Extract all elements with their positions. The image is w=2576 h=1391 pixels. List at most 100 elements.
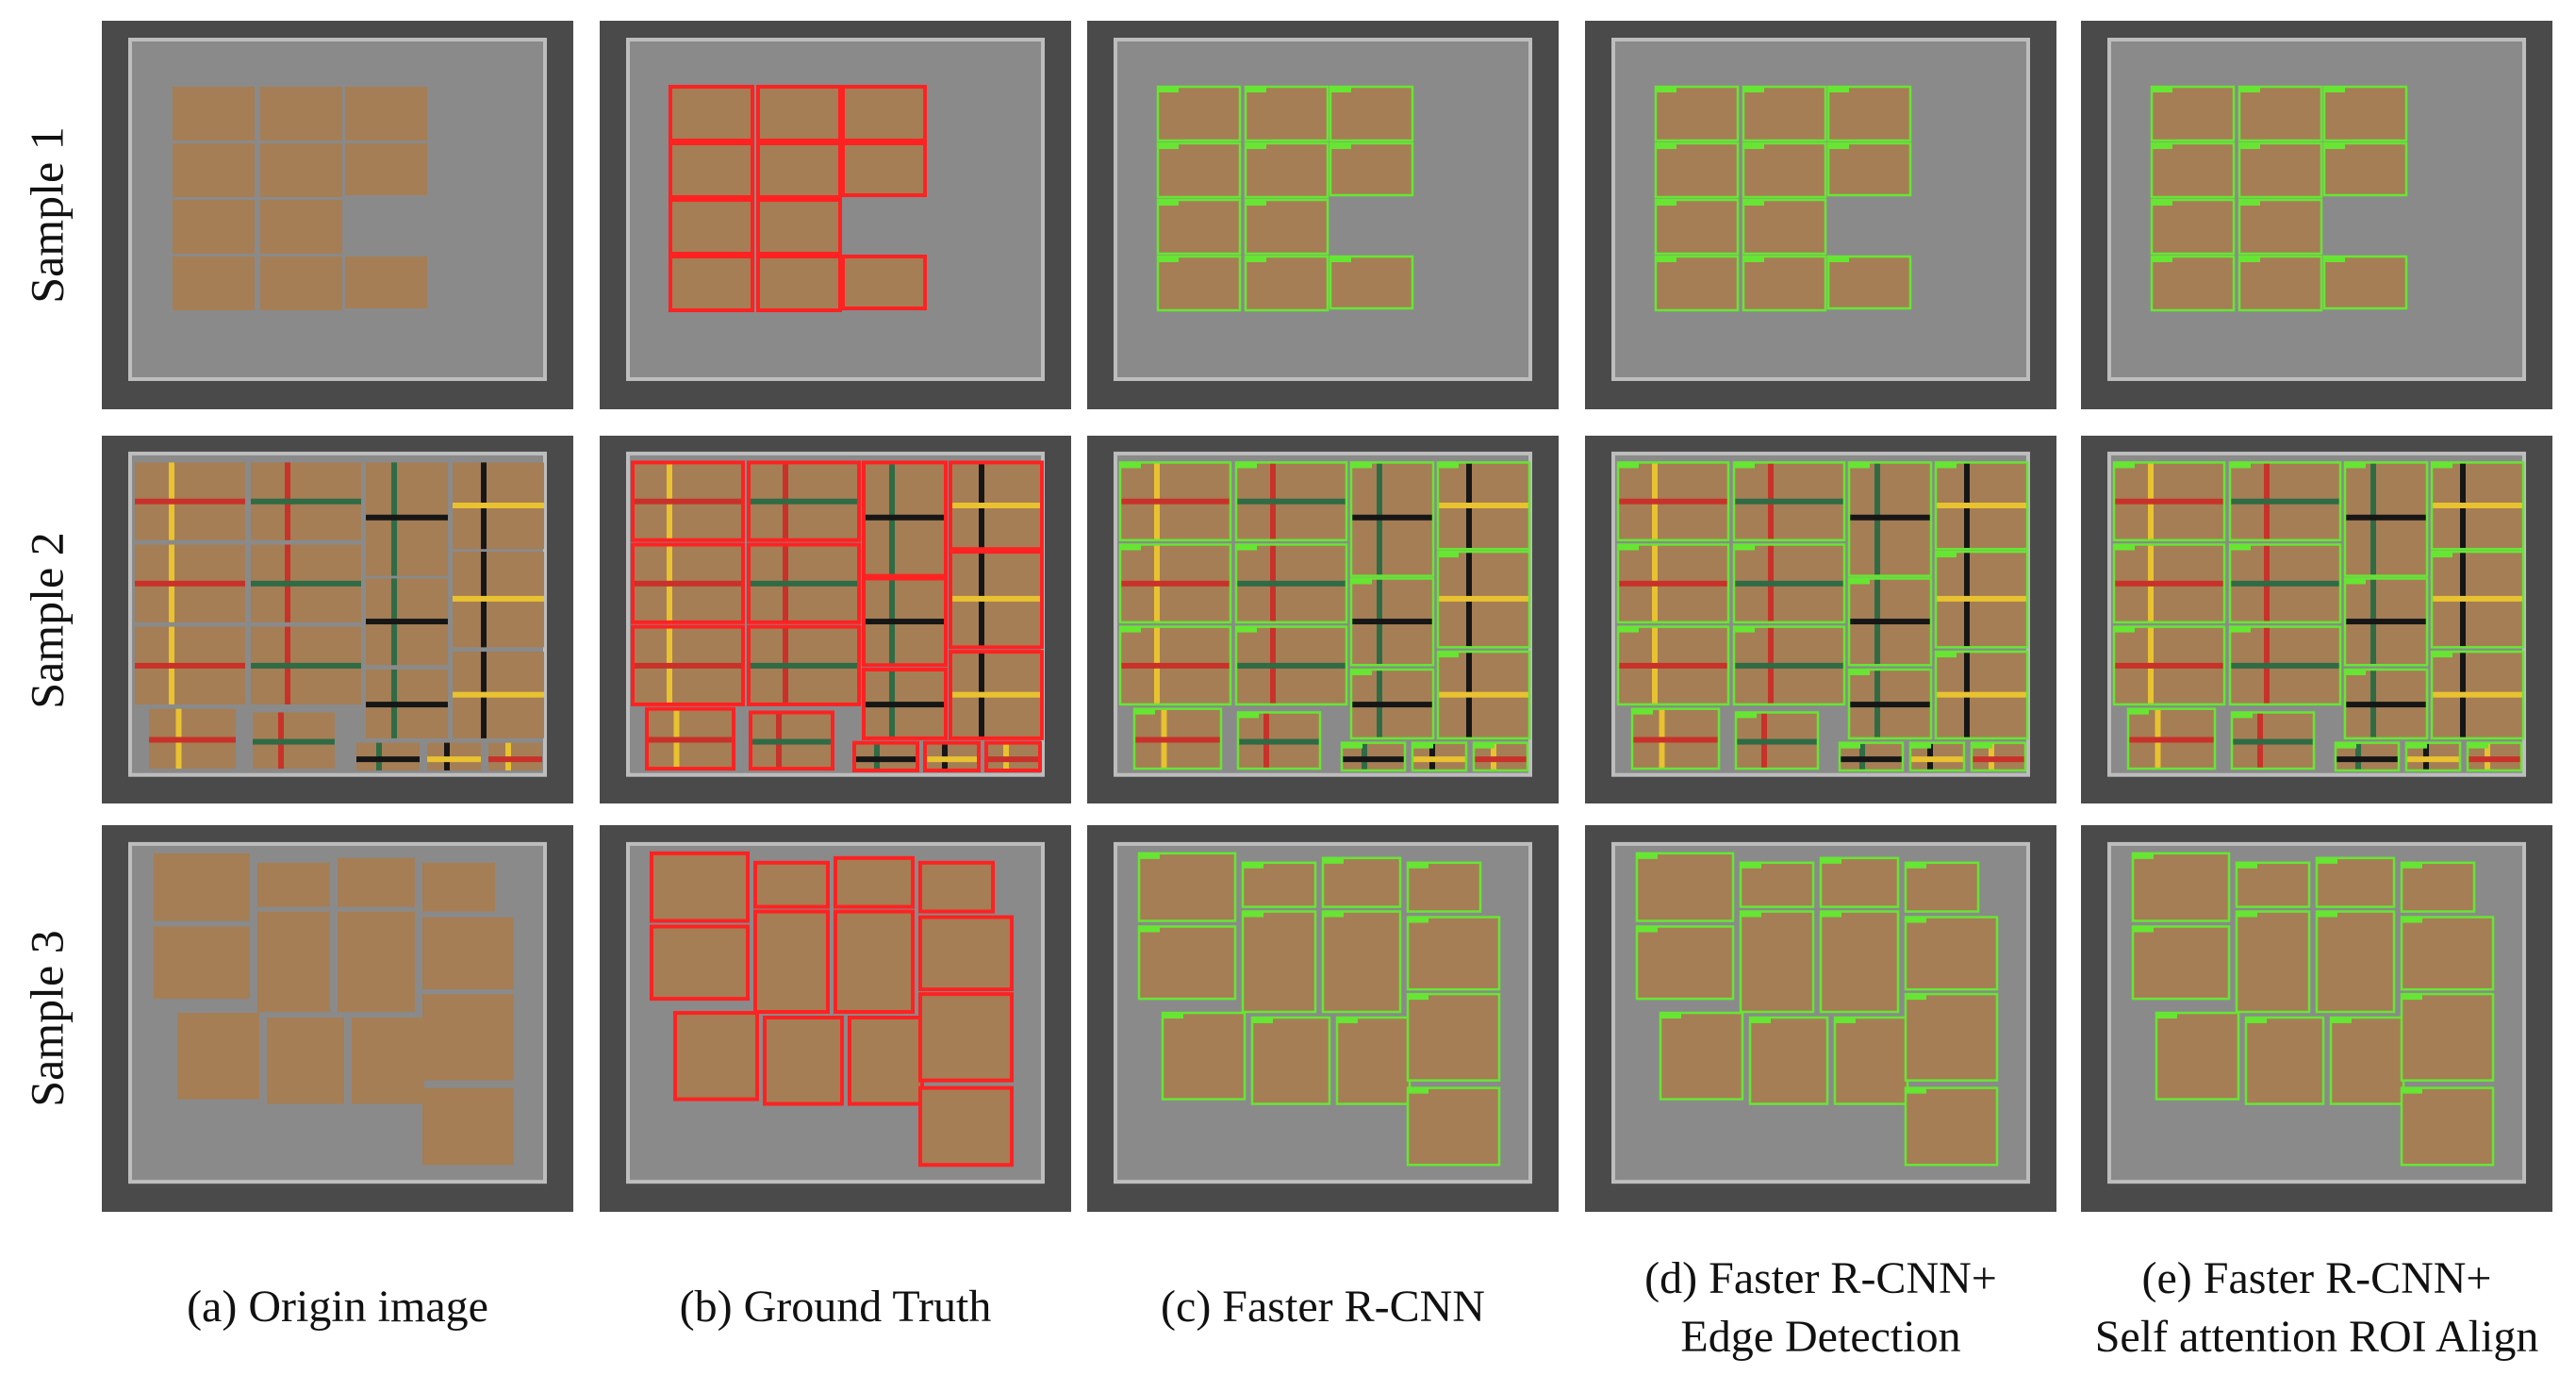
cardboard-box xyxy=(2152,257,2234,310)
cardboard-box xyxy=(366,670,448,738)
detection-score-tag xyxy=(2152,87,2172,92)
detection-score-tag xyxy=(1238,712,1259,719)
detection-box xyxy=(1826,85,1912,142)
cardboard-box xyxy=(1163,1013,1245,1100)
detection-box xyxy=(1118,461,1232,542)
detection-score-tag xyxy=(1656,143,1676,149)
detection-score-tag xyxy=(1236,462,1257,469)
detection-box xyxy=(1734,711,1820,770)
detection-score-tag xyxy=(2239,143,2260,149)
detection-score-tag xyxy=(1936,652,1957,658)
detection-box xyxy=(1635,925,1735,1001)
detection-score-tag xyxy=(1246,143,1266,149)
cardboard-box xyxy=(850,1018,922,1104)
detection-box xyxy=(2237,85,2323,142)
cardboard-box xyxy=(2232,712,2314,770)
cardboard-box xyxy=(253,712,335,770)
detection-box xyxy=(1847,577,1933,667)
detection-box xyxy=(1739,861,1815,908)
detection-score-tag xyxy=(1236,626,1257,633)
cardboard-box xyxy=(2239,257,2321,310)
cardboard-box xyxy=(920,862,993,912)
detection-score-tag xyxy=(1330,87,1351,92)
cardboard-box xyxy=(356,742,420,770)
detection-box xyxy=(1241,910,1317,1014)
detection-score-tag xyxy=(2239,200,2260,206)
detection-box xyxy=(1934,461,2029,551)
cardboard-box xyxy=(749,626,859,704)
cardboard-box xyxy=(749,544,859,622)
cardboard-box xyxy=(2128,708,2215,770)
cardboard-box xyxy=(135,626,245,704)
detection-box xyxy=(2237,198,2323,256)
row-label-sample-1: Sample 1 xyxy=(0,19,94,410)
cardboard-box xyxy=(1158,200,1240,254)
detection-box xyxy=(1732,543,1846,624)
detection-score-tag xyxy=(1660,1013,1681,1019)
detection-box xyxy=(1436,550,1531,649)
detection-box xyxy=(1132,707,1223,770)
detection-box xyxy=(1406,1086,1501,1167)
cardboard-box xyxy=(843,87,925,141)
ground-truth-box xyxy=(631,460,745,542)
detection-box xyxy=(1137,925,1237,1001)
ground-truth-box xyxy=(669,198,754,256)
cardboard-box xyxy=(1910,742,1964,770)
detection-score-tag xyxy=(2317,911,2337,918)
detection-box xyxy=(2112,543,2226,624)
detection-box xyxy=(2237,255,2323,312)
detection-score-tag xyxy=(1821,857,1841,864)
cardboard-box xyxy=(1618,544,1728,622)
detection-box xyxy=(1819,856,1900,908)
ground-truth-box xyxy=(650,851,750,923)
detection-score-tag xyxy=(1637,926,1658,933)
detection-score-tag xyxy=(2128,708,2149,715)
cardboard-box xyxy=(1236,544,1346,622)
cardboard-box xyxy=(1936,462,2027,550)
detection-score-tag xyxy=(1906,994,1926,1001)
cardboard-box xyxy=(338,911,415,1013)
caption-line: (d) Faster R-CNN+ xyxy=(1644,1253,1997,1303)
detection-box xyxy=(1616,543,1730,624)
row-label-sample-2: Sample 2 xyxy=(0,434,94,806)
cardboard-box xyxy=(135,462,245,540)
photo-panel-gt-sample-3 xyxy=(600,825,1071,1212)
detection-box xyxy=(1137,852,1237,922)
detection-score-tag xyxy=(1906,1087,1926,1094)
detection-box xyxy=(1236,711,1322,770)
detection-score-tag xyxy=(1828,87,1849,92)
photo-image xyxy=(2081,21,2552,409)
photo-image xyxy=(1087,436,1559,803)
detection-score-tag xyxy=(2468,742,2488,749)
cardboard-box xyxy=(1821,857,1898,907)
cardboard-box xyxy=(1330,143,1412,195)
detection-box xyxy=(1161,1011,1247,1101)
cardboard-box xyxy=(251,462,361,540)
detection-box xyxy=(1748,1016,1829,1105)
detection-score-tag xyxy=(1139,853,1160,859)
cardboard-box xyxy=(2324,143,2406,195)
cardboard-box xyxy=(1835,1018,1907,1104)
photo-image xyxy=(2081,825,2552,1212)
photo-image xyxy=(1087,825,1559,1212)
detection-score-tag xyxy=(1139,926,1160,933)
detection-score-tag xyxy=(1741,911,1761,918)
detection-score-tag xyxy=(1243,862,1263,869)
cardboard-box xyxy=(422,1087,514,1166)
cardboard-box xyxy=(749,462,859,540)
detection-box xyxy=(2315,856,2396,908)
detection-score-tag xyxy=(2237,911,2257,918)
detection-score-tag xyxy=(1743,87,1764,92)
detection-score-tag xyxy=(1351,670,1372,676)
cardboard-box xyxy=(675,1013,757,1100)
cardboard-box xyxy=(260,143,342,197)
cardboard-box xyxy=(1236,462,1346,540)
cardboard-box xyxy=(1849,670,1931,738)
detection-box xyxy=(1244,255,1329,312)
detection-score-tag xyxy=(2152,257,2172,262)
cardboard-box xyxy=(1741,862,1813,907)
cardboard-box xyxy=(2432,462,2523,550)
cardboard-box xyxy=(2114,462,2224,540)
cardboard-box xyxy=(2133,926,2229,1000)
cardboard-box xyxy=(1408,917,1499,990)
